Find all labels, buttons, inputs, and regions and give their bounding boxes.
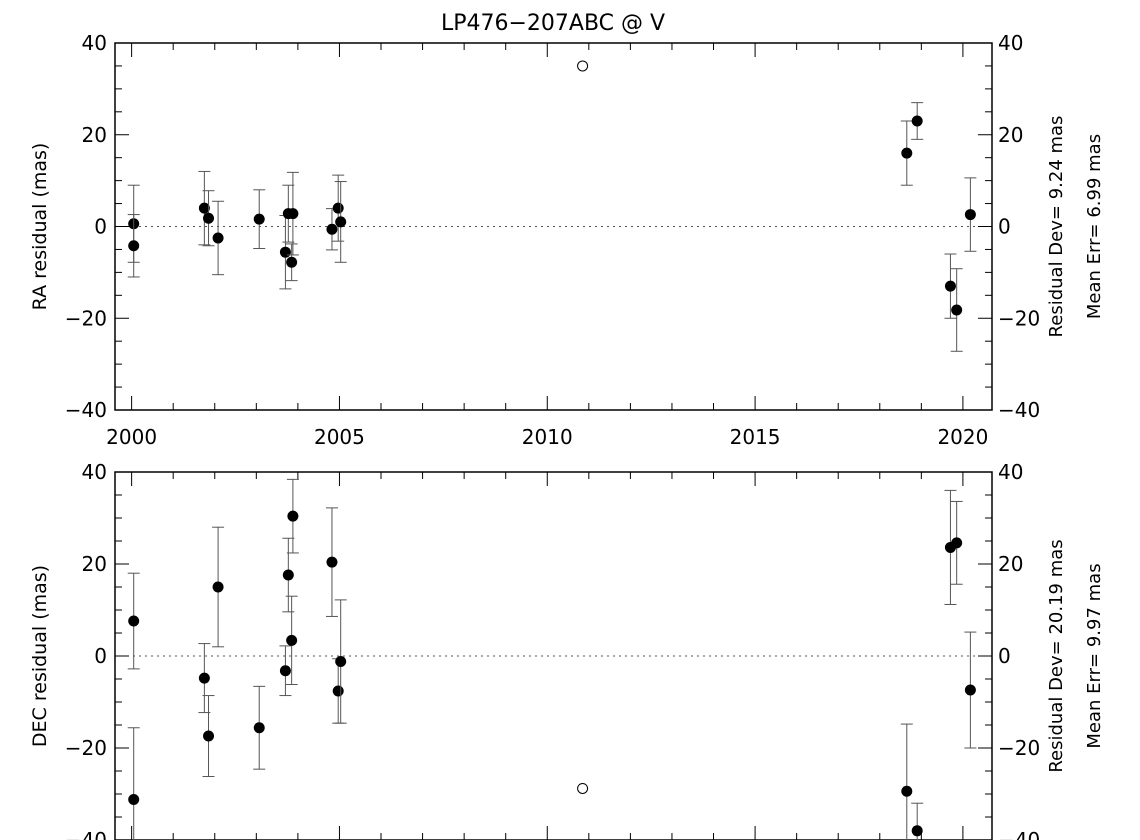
data-point (944, 280, 956, 292)
rejected-point (577, 60, 589, 72)
data-point (253, 213, 265, 225)
y-tick-label-left: 40 (82, 460, 107, 484)
data-point (911, 115, 923, 127)
y-tick-label-left: −20 (65, 736, 107, 760)
y-axis-label: DEC residual (mas) (29, 565, 51, 747)
data-point (964, 684, 976, 696)
data-point (286, 256, 298, 268)
y-tick-label-left: 0 (94, 215, 107, 239)
y-tick-label-left: −20 (65, 306, 107, 330)
y-tick-label-right: 20 (998, 552, 1023, 576)
data-point (287, 208, 299, 220)
data-point (128, 794, 140, 806)
x-tick-label: 2010 (522, 425, 573, 449)
data-point (128, 615, 140, 627)
data-point (335, 216, 347, 228)
x-tick-label: 2015 (730, 425, 781, 449)
y-tick-label-right: −20 (998, 736, 1040, 760)
y-tick-label-right: 40 (998, 460, 1023, 484)
y-tick-label-right: 40 (998, 31, 1023, 55)
data-point (911, 825, 923, 837)
y-tick-label-left: −40 (65, 828, 107, 840)
y-tick-label-left: 40 (82, 31, 107, 55)
data-point (332, 685, 344, 697)
x-tick-label: 2005 (314, 425, 365, 449)
data-point (128, 240, 140, 252)
residual-stat-label: Mean Err= 6.99 mas (1084, 134, 1105, 319)
y-tick-label-right: 0 (998, 644, 1011, 668)
data-point (198, 672, 210, 684)
data-point (951, 537, 963, 549)
y-tick-label-right: 20 (998, 123, 1023, 147)
x-tick-label: 2020 (937, 425, 988, 449)
data-point (282, 569, 294, 581)
data-point (335, 656, 347, 668)
x-tick-label: 2000 (106, 425, 157, 449)
y-tick-label-right: −40 (998, 828, 1040, 840)
rejected-point (577, 782, 589, 794)
data-point (212, 232, 224, 244)
data-marks (127, 478, 977, 840)
data-point (203, 730, 215, 742)
residual-stat-label: Residual Dev= 20.19 mas (1046, 539, 1067, 772)
data-marks (127, 60, 977, 352)
y-tick-label-right: −20 (998, 306, 1040, 330)
data-point (326, 556, 338, 568)
y-tick-label-right: 0 (998, 215, 1011, 239)
chart-title: LP476−207ABC @ V (441, 11, 665, 36)
data-point (279, 246, 291, 258)
data-point (287, 510, 299, 522)
dec-residual-panel: −40 −40 −20 −20 0 0 20 20 40 40 DEC residual (mas)… (29, 460, 1105, 840)
residual-stat-label: Residual Dev= 9.24 mas (1046, 116, 1067, 338)
data-point (901, 785, 913, 797)
y-tick-label-left: 20 (82, 552, 107, 576)
data-point (253, 722, 265, 734)
ra-residual-panel: 2000 2005 2010 2015 2020−40 −40−20 −200 020 2040… (29, 31, 1105, 449)
data-point (326, 223, 338, 235)
data-point (964, 209, 976, 221)
data-point (212, 581, 224, 593)
data-point (901, 147, 913, 159)
data-point (279, 665, 291, 677)
data-point (951, 304, 963, 316)
y-axis-label: RA residual (mas) (29, 143, 51, 311)
residual-stat-label: Mean Err= 9.97 mas (1084, 563, 1105, 748)
data-point (332, 202, 344, 214)
y-tick-label-left: −40 (65, 398, 107, 422)
y-tick-label-left: 20 (82, 123, 107, 147)
y-tick-label-right: −40 (998, 398, 1040, 422)
y-tick-label-left: 0 (94, 644, 107, 668)
data-point (286, 634, 298, 646)
data-point (203, 212, 215, 224)
data-point (198, 202, 210, 214)
